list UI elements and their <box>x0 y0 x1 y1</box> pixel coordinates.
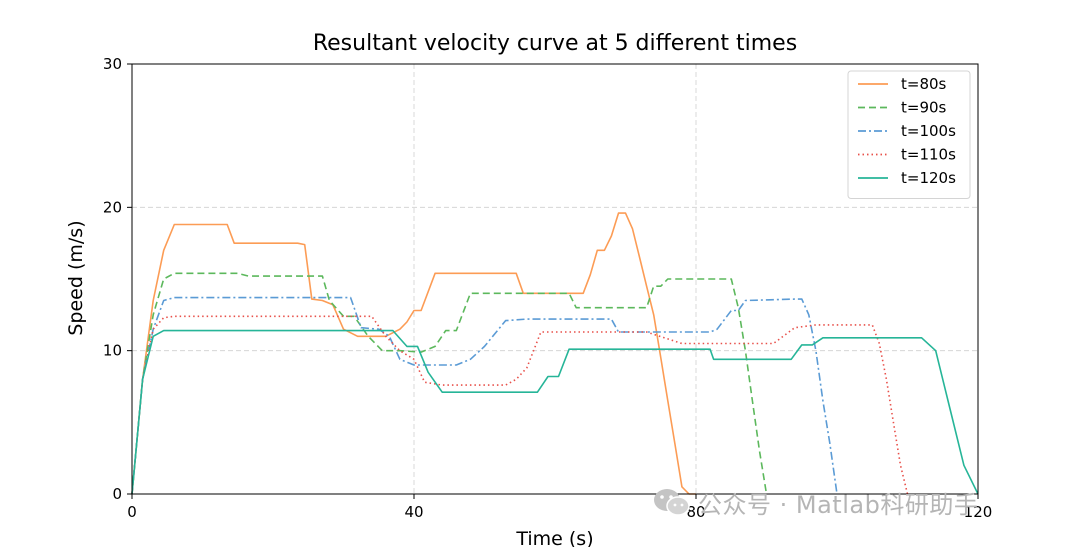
series-lines <box>131 212 979 495</box>
x-tick-label: 120 <box>964 503 993 521</box>
legend-label: t=80s <box>901 75 947 93</box>
legend-box <box>847 70 971 199</box>
y-tick-label: 0 <box>112 485 122 503</box>
series-line-5 <box>131 329 979 495</box>
series-line-2 <box>131 272 768 495</box>
watermark-text: 公众号 · Matlab科研助手 <box>698 490 979 519</box>
wechat-icon <box>654 489 690 516</box>
x-tick-label: 0 <box>127 503 137 521</box>
chart-title: Resultant velocity curve at 5 different … <box>313 31 797 56</box>
x-tick-label: 80 <box>686 503 705 521</box>
legend-label: t=90s <box>901 99 947 117</box>
series-line-4 <box>131 315 909 495</box>
y-tick-label: 30 <box>103 55 122 73</box>
x-axis-label: Time (s) <box>515 528 593 547</box>
y-axis-label: Speed (m/s) <box>65 220 87 335</box>
watermark: 公众号 · Matlab科研助手 <box>652 484 978 520</box>
plot-frame <box>131 63 979 495</box>
legend-label: t=100s <box>901 122 956 140</box>
series-line-3 <box>131 296 838 495</box>
y-tick-label: 10 <box>103 342 122 360</box>
legend-label: t=110s <box>901 146 956 164</box>
axis-ticks: 0 40 80 120 0 10 20 30 <box>103 55 992 521</box>
y-tick-label: 20 <box>103 198 122 216</box>
legend: t=80s t=90s t=100s t=110s t=120s <box>847 70 971 199</box>
legend-label: t=120s <box>901 169 956 187</box>
x-tick-label: 40 <box>404 503 423 521</box>
series-line-1 <box>131 212 696 495</box>
